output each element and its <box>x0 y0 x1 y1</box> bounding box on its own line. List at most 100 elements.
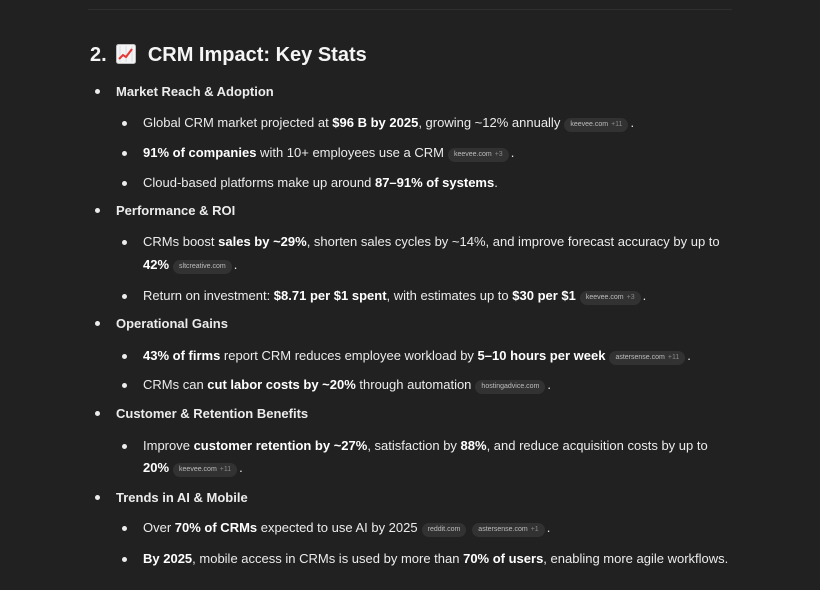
bullet-icon <box>95 321 100 326</box>
section-title: Market Reach & Adoption <box>95 84 274 99</box>
divider <box>88 9 732 10</box>
emphasized-text: By 2025 <box>143 551 193 566</box>
source-citation-chip[interactable]: reddit.com <box>421 523 467 537</box>
emphasized-text: 88% <box>460 438 487 453</box>
source-citation-chip[interactable]: hostingadvice.com <box>475 380 546 394</box>
source-domain: hostingadvice.com <box>481 383 540 390</box>
source-count: +11 <box>219 466 232 473</box>
source-citation-chip[interactable]: astersense.com +1 <box>472 523 545 537</box>
emphasized-text: 70% of CRMs <box>174 520 258 535</box>
text-run: through automation <box>355 377 472 392</box>
section-title: Customer & Retention Benefits <box>95 406 308 421</box>
source-domain: keevee.com <box>453 151 492 158</box>
emphasized-text: 91% of companies <box>143 145 257 160</box>
text-run: , growing ~12% annually <box>418 115 561 130</box>
text-run: , satisfaction by <box>367 438 461 453</box>
emphasized-text: 5–10 hours per week <box>477 348 606 363</box>
list-item: By 2025, mobile access in CRMs is used b… <box>122 547 729 570</box>
bullet-icon <box>122 151 127 156</box>
emphasized-text: sales by ~29% <box>218 234 307 249</box>
source-domain: sltcreative.com <box>179 263 226 270</box>
text-run: Global CRM market projected at <box>143 115 333 130</box>
source-domain: astersense.com <box>478 526 528 533</box>
bullet-icon <box>122 383 127 388</box>
bullet-icon <box>122 240 127 245</box>
list-item-continued: 20% keevee.com +11. <box>143 456 243 479</box>
source-domain: keevee.com <box>585 294 624 301</box>
heading-number: 2. <box>90 44 107 66</box>
list-item: Return on investment: $8.71 per $1 spent… <box>122 284 647 307</box>
text-run: . <box>494 175 498 190</box>
text-run: . <box>642 288 647 303</box>
text-run: , and reduce acquisition costs by up to <box>486 438 708 453</box>
emphasized-text: 70% of users <box>463 551 544 566</box>
source-citation-chip[interactable]: keevee.com +3 <box>579 291 641 305</box>
text-run: , mobile access in CRMs is used by more … <box>192 551 464 566</box>
bullet-icon <box>122 181 127 186</box>
bullet-icon <box>122 354 127 359</box>
section-title: Operational Gains <box>95 316 228 331</box>
source-citation-chip[interactable]: sltcreative.com <box>173 260 232 274</box>
source-count: +1 <box>530 526 539 533</box>
bullet-icon <box>122 526 127 531</box>
text-run: Return on investment: <box>143 288 274 303</box>
text-run: with 10+ employees use a CRM <box>256 145 444 160</box>
list-item-continued: 42% sltcreative.com. <box>143 253 237 276</box>
list-item: CRMs can cut labor costs by ~20% through… <box>122 373 552 396</box>
text-run: . <box>687 348 691 363</box>
text-run: . <box>547 377 552 392</box>
bullet-icon <box>122 294 127 299</box>
source-citation-chip[interactable]: keevee.com +11 <box>564 118 629 132</box>
list-item: Over 70% of CRMs expected to use AI by 2… <box>122 516 551 539</box>
emphasized-text: 42% <box>143 257 170 272</box>
text-run: , shorten sales cycles by ~14%, and impr… <box>306 234 720 249</box>
list-item: Improve customer retention by ~27%, sati… <box>122 434 708 457</box>
text-run: . <box>233 257 238 272</box>
source-citation-chip[interactable]: astersense.com +11 <box>609 351 686 365</box>
source-domain: keevee.com <box>570 121 609 128</box>
bullet-icon <box>95 411 100 416</box>
text-run: report CRM reduces employee workload by <box>220 348 478 363</box>
section-title: Trends in AI & Mobile <box>95 490 248 505</box>
heading-title: CRM Impact: Key Stats <box>147 44 367 66</box>
emphasized-text: $96 B by 2025 <box>332 115 419 130</box>
source-domain: keevee.com <box>179 466 217 473</box>
text-run: CRMs boost <box>143 234 219 249</box>
source-citation-chip[interactable]: keevee.com +11 <box>173 463 238 477</box>
text-run: . <box>546 520 551 535</box>
bullet-icon <box>122 444 127 449</box>
text-run: expected to use AI by 2025 <box>257 520 418 535</box>
text-run: Improve <box>143 438 194 453</box>
list-item: Global CRM market projected at $96 B by … <box>122 111 635 134</box>
list-item: CRMs boost sales by ~29%, shorten sales … <box>122 230 720 253</box>
text-run: CRMs can <box>143 377 208 392</box>
emphasized-text: 87–91% of systems <box>374 175 495 190</box>
section-title: Performance & ROI <box>95 203 235 218</box>
bullet-icon <box>95 495 100 500</box>
text-run: . <box>510 145 515 160</box>
source-domain: reddit.com <box>427 526 461 533</box>
emphasized-text: $30 per $1 <box>512 288 576 303</box>
text-run: , with estimates up to <box>386 288 513 303</box>
text-run: . <box>239 460 243 475</box>
source-citation-chip[interactable]: keevee.com +3 <box>447 148 509 162</box>
source-count: +3 <box>626 294 635 301</box>
text-run: Over <box>143 520 175 535</box>
list-item: 43% of firms report CRM reduces employee… <box>122 344 691 367</box>
bullet-icon <box>122 121 127 126</box>
text-run: , enabling more agile workflows. <box>543 551 729 566</box>
list-item: Cloud‑based platforms make up around 87–… <box>122 171 498 194</box>
text-run: . <box>630 115 635 130</box>
emphasized-text: 20% <box>143 460 170 475</box>
chart-increasing-icon <box>116 44 137 64</box>
emphasized-text: $8.71 per $1 spent <box>273 288 387 303</box>
emphasized-text: 43% of firms <box>143 348 221 363</box>
source-domain: astersense.com <box>615 354 665 361</box>
emphasized-text: customer retention by ~27% <box>193 438 368 453</box>
section-heading: 2. CRM Impact: Key Stats <box>90 44 367 67</box>
source-count: +11 <box>611 121 623 128</box>
emphasized-text: cut labor costs by ~20% <box>207 377 356 392</box>
bullet-icon <box>95 89 100 94</box>
source-count: +11 <box>667 354 680 361</box>
list-item: 91% of companies with 10+ employees use … <box>122 141 515 164</box>
